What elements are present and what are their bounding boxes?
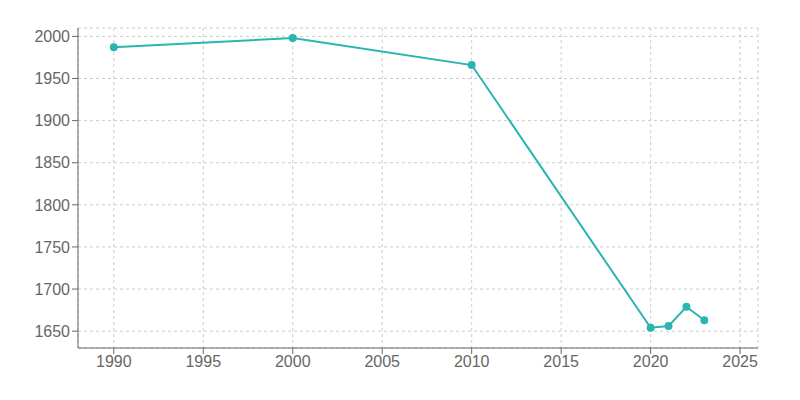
svg-text:2000: 2000 <box>34 28 70 45</box>
svg-text:1990: 1990 <box>96 353 132 370</box>
svg-text:2015: 2015 <box>543 353 579 370</box>
svg-text:1900: 1900 <box>34 112 70 129</box>
svg-text:1750: 1750 <box>34 239 70 256</box>
svg-text:2020: 2020 <box>633 353 669 370</box>
svg-text:2005: 2005 <box>364 353 400 370</box>
svg-text:1850: 1850 <box>34 154 70 171</box>
svg-text:1650: 1650 <box>34 323 70 340</box>
svg-text:1700: 1700 <box>34 281 70 298</box>
svg-text:2010: 2010 <box>454 353 490 370</box>
svg-text:2025: 2025 <box>722 353 758 370</box>
svg-text:2000: 2000 <box>275 353 311 370</box>
svg-text:1950: 1950 <box>34 70 70 87</box>
svg-text:1800: 1800 <box>34 197 70 214</box>
svg-text:1995: 1995 <box>185 353 221 370</box>
